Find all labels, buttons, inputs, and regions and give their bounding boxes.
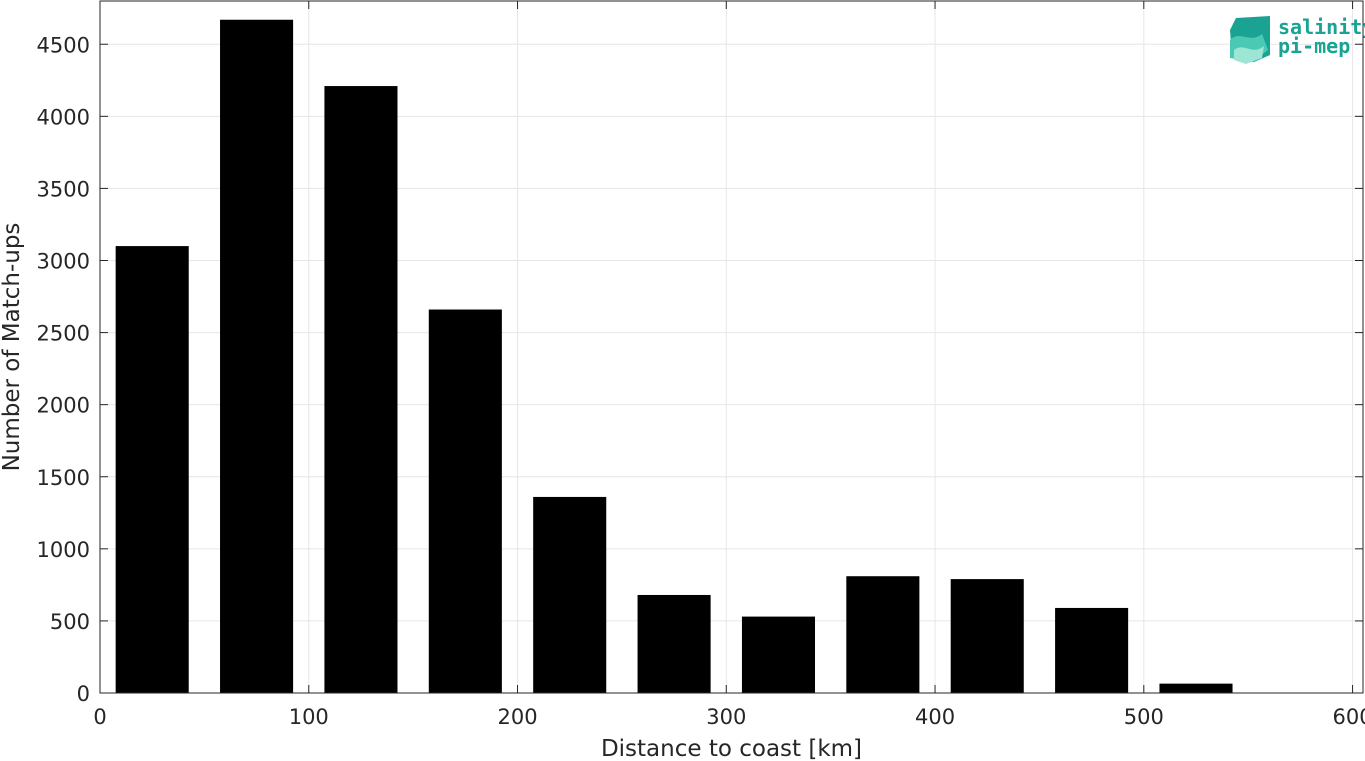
histogram-bar bbox=[637, 594, 711, 693]
x-tick-label: 500 bbox=[1124, 705, 1164, 729]
histogram-bar bbox=[115, 246, 189, 694]
x-axis-label: Distance to coast [km] bbox=[601, 736, 862, 761]
y-tick-label: 2500 bbox=[37, 322, 90, 346]
y-tick-label: 500 bbox=[50, 610, 90, 634]
y-tick-label: 4000 bbox=[37, 105, 90, 129]
histogram-bar bbox=[741, 616, 816, 693]
bars bbox=[115, 19, 1233, 694]
logo-text-line2: pi-mep bbox=[1278, 34, 1350, 58]
x-tick-label: 600 bbox=[1333, 705, 1365, 729]
logo-text-line1: salinity bbox=[1278, 15, 1365, 39]
histogram-bar bbox=[1159, 683, 1233, 693]
y-axis-label: Number of Match-ups bbox=[0, 223, 25, 472]
y-tick-label: 1000 bbox=[37, 538, 90, 562]
y-tick-label: 2000 bbox=[37, 394, 90, 418]
x-tick-label: 200 bbox=[497, 705, 537, 729]
histogram-bar bbox=[324, 86, 398, 693]
histogram-bar bbox=[1055, 607, 1129, 693]
plot-frame bbox=[99, 0, 1364, 694]
y-tick-labels: 0 500 1000 1500 2000 2500 3000 3500 4000 4500 bbox=[37, 33, 90, 706]
axis-ticks bbox=[99, 1, 1363, 694]
x-tick-label: 100 bbox=[289, 705, 329, 729]
salinity-pi-mep-logo: salinity pi-mep bbox=[1230, 15, 1365, 64]
histogram-bar bbox=[533, 496, 607, 693]
histogram-bar bbox=[950, 579, 1024, 693]
x-tick-label: 300 bbox=[706, 705, 746, 729]
x-tick-label: 0 bbox=[93, 705, 106, 729]
x-tick-labels: 0 100 200 300 400 500 600 bbox=[93, 705, 1365, 729]
wave-logo-icon bbox=[1230, 16, 1270, 64]
histogram-bar bbox=[220, 19, 294, 694]
histogram-bar bbox=[846, 576, 920, 693]
histogram-bar bbox=[428, 309, 502, 693]
y-tick-label: 0 bbox=[77, 682, 90, 706]
y-tick-label: 4500 bbox=[37, 33, 90, 57]
y-tick-label: 3500 bbox=[37, 177, 90, 201]
y-tick-label: 3000 bbox=[37, 250, 90, 274]
x-tick-label: 400 bbox=[915, 705, 955, 729]
y-tick-label: 1500 bbox=[37, 466, 90, 490]
grid-lines bbox=[100, 1, 1363, 693]
